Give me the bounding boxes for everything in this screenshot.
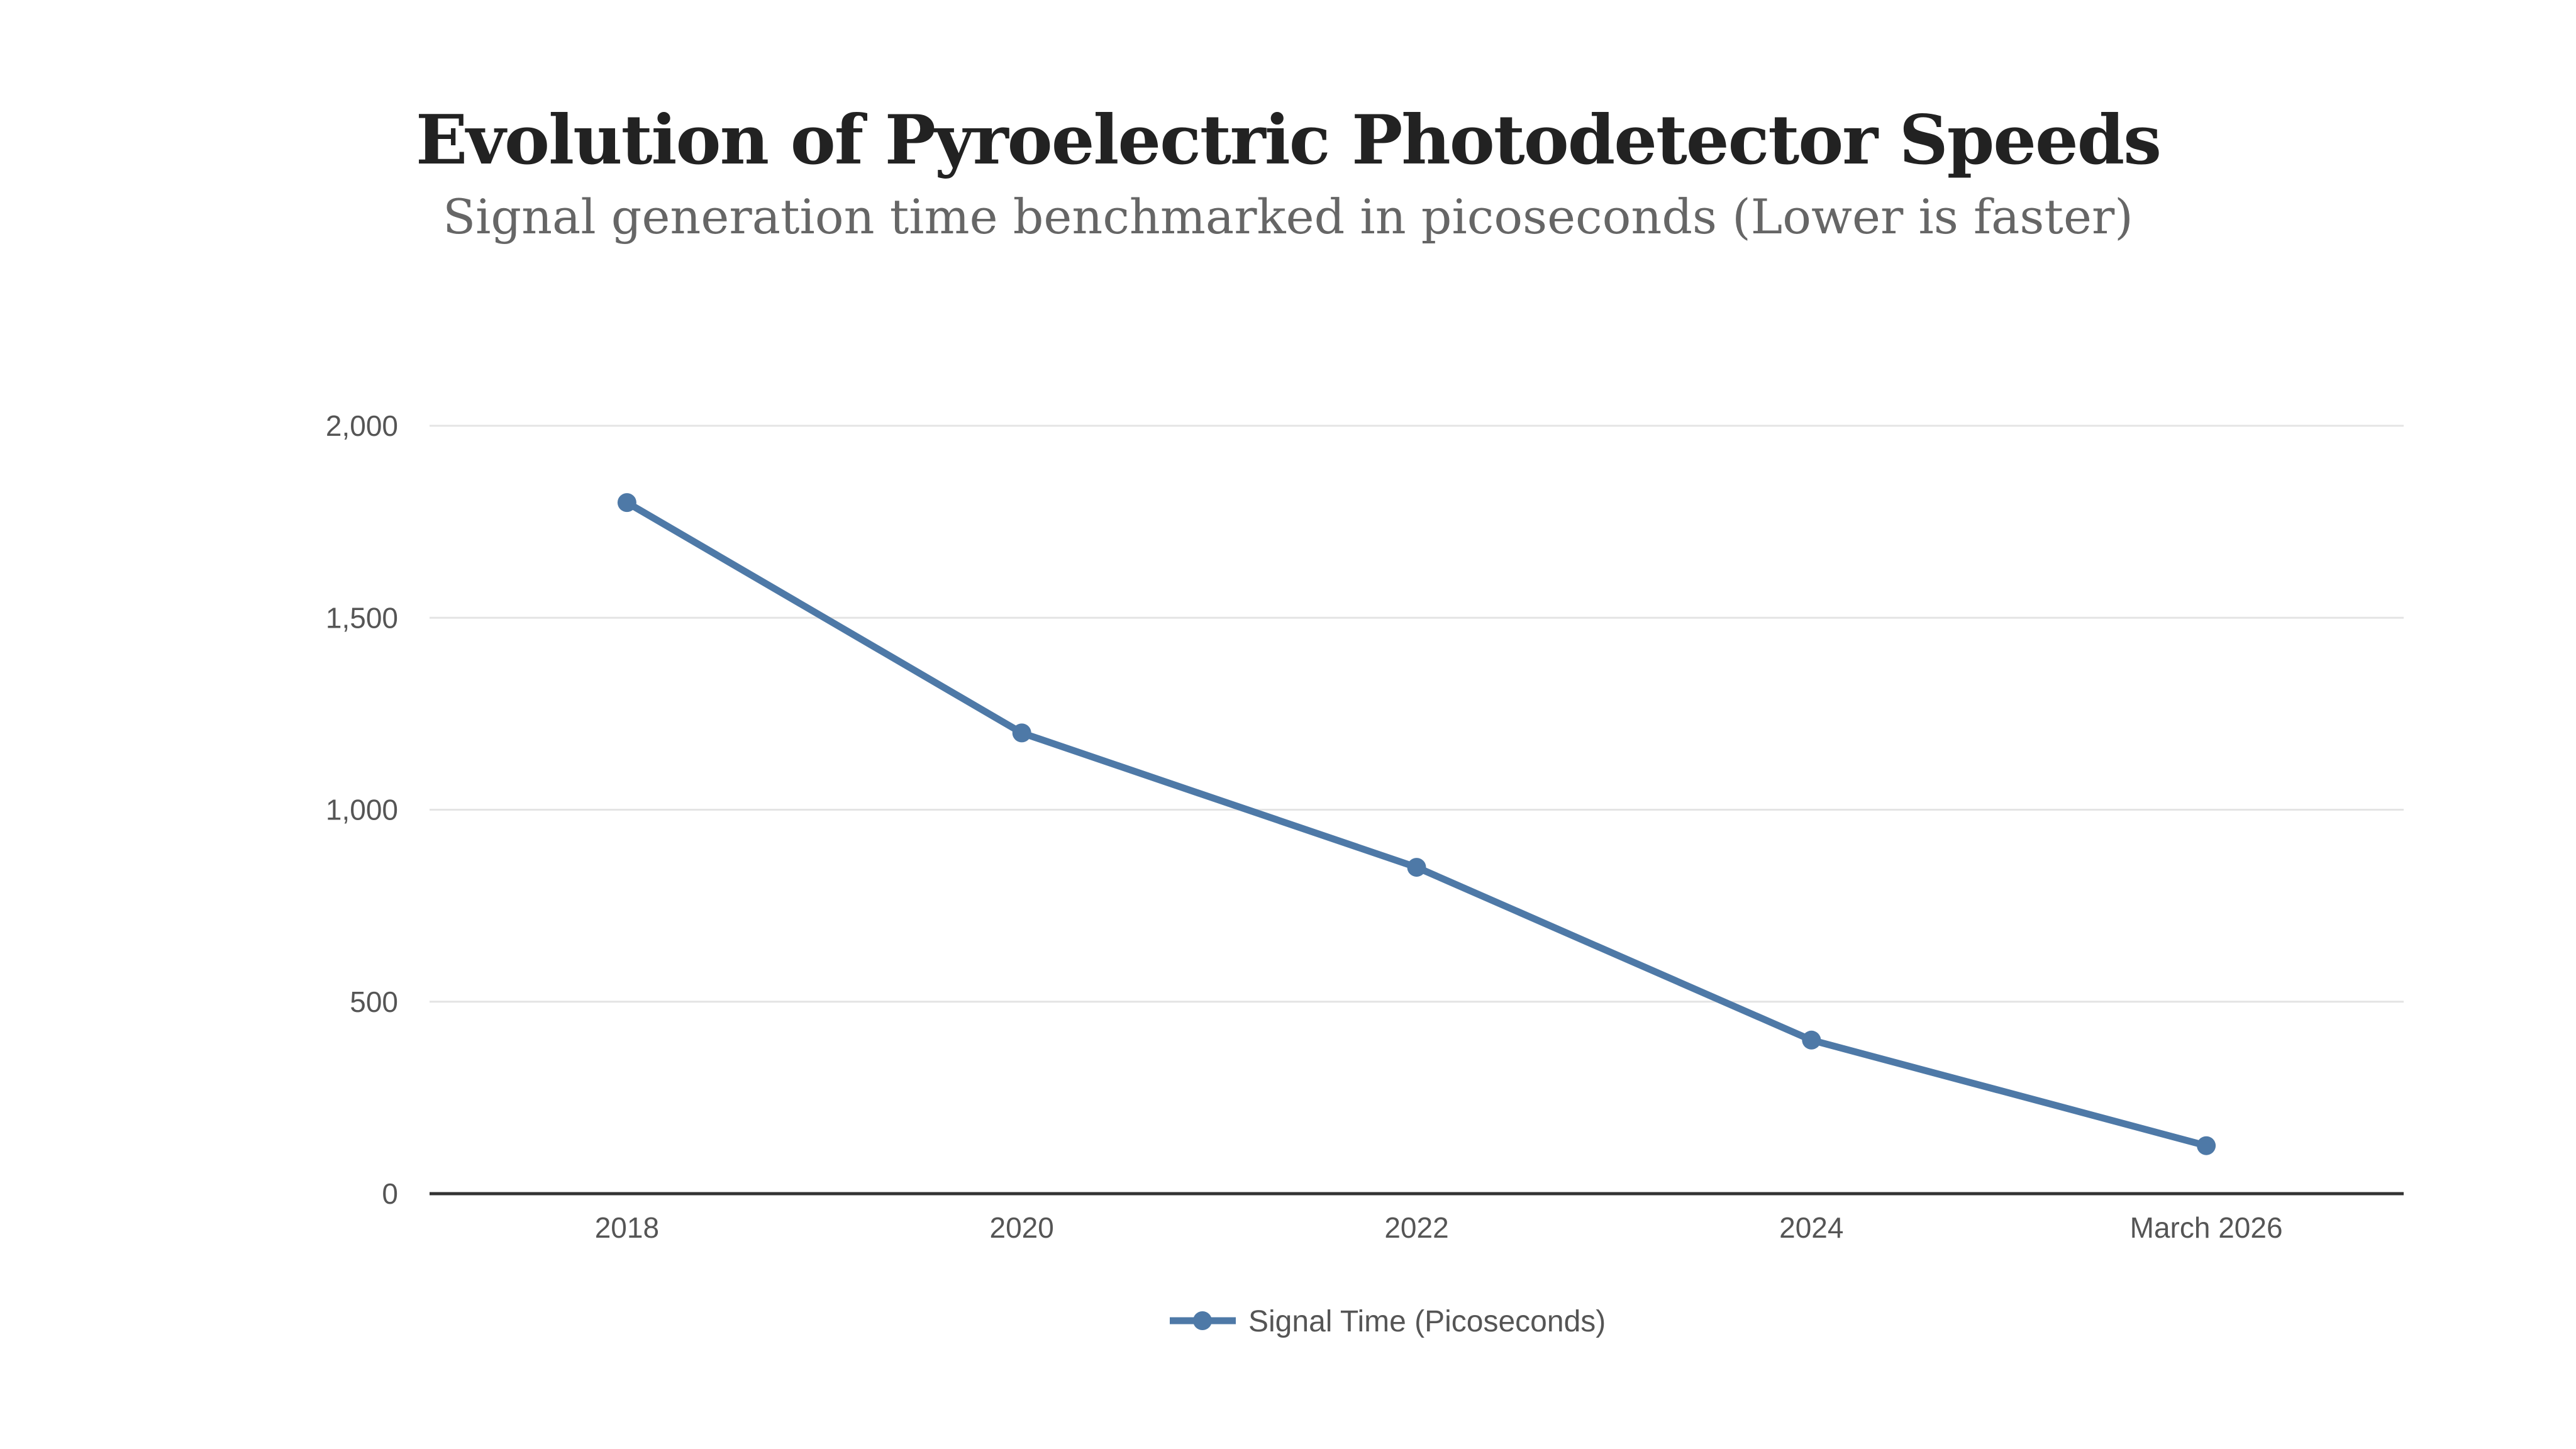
legend-label: Signal Time (Picoseconds)	[1248, 1305, 1606, 1338]
data-point	[2197, 1136, 2216, 1155]
x-tick-label: 2018	[595, 1211, 659, 1244]
chart-title: Evolution of Pyroelectric Photodetector …	[415, 101, 2162, 180]
x-tick-label: 2024	[1779, 1211, 1843, 1244]
y-tick-label: 0	[382, 1177, 398, 1210]
chart-subtitle: Signal generation time benchmarked in pi…	[443, 189, 2133, 245]
data-point	[1407, 858, 1426, 877]
y-tick-label: 1,000	[326, 794, 398, 826]
x-tick-label: March 2026	[2130, 1211, 2283, 1244]
data-point	[1802, 1030, 1821, 1050]
legend-marker-icon	[1193, 1311, 1212, 1330]
x-tick-label: 2022	[1384, 1211, 1448, 1244]
data-point	[617, 493, 636, 513]
y-tick-label: 1,500	[326, 601, 398, 634]
series-line	[625, 499, 2207, 1150]
y-tick-label: 2,000	[326, 409, 398, 442]
x-tick-label: 2020	[990, 1211, 1054, 1244]
y-tick-label: 500	[350, 985, 398, 1018]
data-point	[1012, 723, 1031, 743]
